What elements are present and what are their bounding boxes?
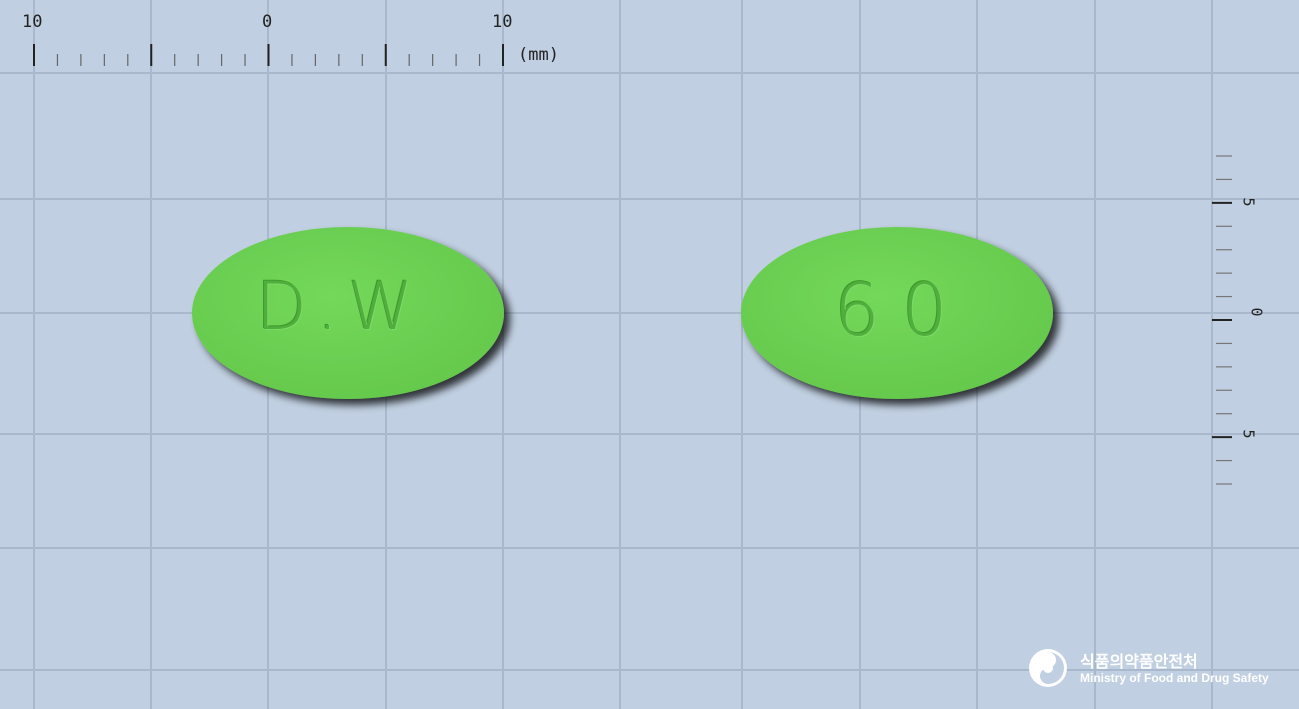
top-ruler — [33, 44, 504, 66]
ruler-label-right: 10 — [492, 12, 513, 32]
mfds-logo: 식품의약품안전처 Ministry of Food and Drug Safet… — [1028, 646, 1288, 692]
logo-name-en: Ministry of Food and Drug Safety — [1080, 671, 1269, 685]
pill-right — [741, 227, 1053, 399]
pill-left-imprint: D.W — [256, 268, 424, 345]
mfds-logo-icon — [1029, 649, 1067, 687]
side-label-bottom: 5 — [1239, 429, 1258, 439]
ruler-label-center: 0 — [262, 12, 273, 32]
logo-name-kr: 식품의약품안전처 — [1080, 652, 1198, 671]
pill-left — [192, 227, 504, 399]
side-ruler — [1212, 155, 1232, 485]
side-label-center: 0 — [1247, 307, 1266, 317]
side-label-top: 5 — [1239, 197, 1258, 207]
ruler-unit: (mm) — [518, 45, 559, 65]
ruler-label-left: 10 — [22, 12, 43, 32]
pill-right-imprint: 60 — [834, 268, 970, 352]
